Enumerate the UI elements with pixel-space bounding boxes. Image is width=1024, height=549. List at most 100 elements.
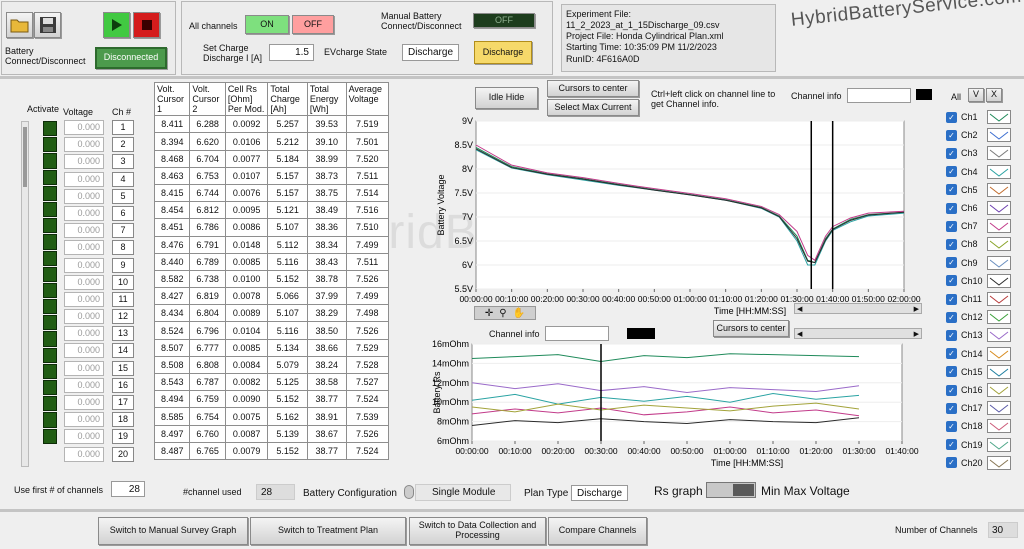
- checkbox-icon[interactable]: ✓: [946, 184, 957, 196]
- legend-item[interactable]: ✓ Ch8: [946, 235, 1024, 253]
- set-charge-input[interactable]: 1.5: [269, 44, 314, 61]
- graph-toggle-switch[interactable]: [706, 482, 756, 498]
- legend-item[interactable]: ✓ Ch1: [946, 108, 1024, 126]
- activate-toggle[interactable]: [43, 234, 57, 250]
- channel-list-scrollbar[interactable]: [21, 121, 29, 467]
- checkbox-icon[interactable]: ✓: [946, 384, 957, 396]
- pan-icon[interactable]: ✋: [512, 307, 526, 319]
- legend-item[interactable]: ✓ Ch12: [946, 308, 1024, 326]
- checkbox-icon[interactable]: ✓: [946, 457, 957, 469]
- on-button[interactable]: ON: [245, 15, 289, 34]
- checkbox-icon[interactable]: ✓: [946, 402, 957, 414]
- checkbox-icon[interactable]: ✓: [946, 439, 957, 451]
- treatment-plan-button[interactable]: Switch to Treatment Plan: [250, 517, 406, 545]
- idle-hide-button[interactable]: Idle Hide: [475, 87, 538, 109]
- legend-item[interactable]: ✓ Ch18: [946, 417, 1024, 435]
- use-first-input[interactable]: 28: [111, 481, 145, 497]
- activate-toggle[interactable]: [43, 412, 57, 428]
- scroll-right-icon[interactable]: ▶: [913, 305, 919, 313]
- off-button[interactable]: OFF: [292, 15, 334, 34]
- checkbox-icon[interactable]: ✓: [946, 293, 957, 305]
- legend-item[interactable]: ✓ Ch6: [946, 199, 1024, 217]
- legend-item[interactable]: ✓ Ch5: [946, 181, 1024, 199]
- checkbox-icon[interactable]: ✓: [946, 111, 957, 123]
- activate-toggle[interactable]: [43, 347, 57, 363]
- checkbox-icon[interactable]: ✓: [946, 257, 957, 269]
- voltage-chart-tools[interactable]: ✛ ⚲ ✋: [474, 306, 536, 320]
- cursors-to-center2-button[interactable]: Cursors to center: [713, 320, 789, 337]
- activate-toggle[interactable]: [43, 396, 57, 412]
- stop-button[interactable]: [133, 12, 160, 38]
- activate-toggle[interactable]: [43, 185, 57, 201]
- open-file-button[interactable]: [6, 12, 33, 38]
- run-button[interactable]: [103, 12, 130, 38]
- voltage-chart-scrollbar[interactable]: ◀ ▶: [794, 303, 922, 314]
- select-all-button[interactable]: V: [968, 88, 984, 102]
- battery-config-ring-icon[interactable]: [404, 485, 414, 499]
- data-collection-button[interactable]: Switch to Data Collection and Processing: [409, 517, 546, 545]
- zoom-icon[interactable]: ⚲: [499, 307, 507, 319]
- activate-toggle[interactable]: [43, 218, 57, 234]
- toggle-knob[interactable]: [733, 484, 754, 496]
- checkbox-icon[interactable]: ✓: [946, 420, 957, 432]
- checkbox-icon[interactable]: ✓: [946, 311, 957, 323]
- legend-item[interactable]: ✓ Ch14: [946, 345, 1024, 363]
- battery-rs-chart[interactable]: 16mOhm 14mOhm 12mOhm 10mOhm 8mOhm 6mOhm00:00:…: [414, 338, 934, 476]
- checkbox-icon[interactable]: ✓: [946, 166, 957, 178]
- legend-item[interactable]: ✓ Ch17: [946, 399, 1024, 417]
- activate-toggle[interactable]: [43, 299, 57, 315]
- legend-item[interactable]: ✓ Ch13: [946, 326, 1024, 344]
- activate-toggle[interactable]: [43, 169, 57, 185]
- activate-toggle[interactable]: [43, 137, 57, 153]
- rs-chart-scrollbar[interactable]: ◀ ▶: [794, 328, 922, 339]
- checkbox-icon[interactable]: ✓: [946, 348, 957, 360]
- checkbox-icon[interactable]: ✓: [946, 366, 957, 378]
- activate-toggle[interactable]: [43, 315, 57, 331]
- checkbox-icon[interactable]: ✓: [946, 238, 957, 250]
- activate-toggle[interactable]: [43, 282, 57, 299]
- activate-toggle[interactable]: [43, 331, 57, 347]
- legend-item[interactable]: ✓ Ch4: [946, 163, 1024, 181]
- select-max-current-button[interactable]: Select Max Current: [547, 99, 639, 116]
- activate-toggle[interactable]: [43, 266, 57, 282]
- activate-toggle[interactable]: [43, 153, 57, 169]
- checkbox-icon[interactable]: ✓: [946, 220, 957, 232]
- battery-config-select[interactable]: Single Module: [415, 484, 511, 501]
- activate-toggle[interactable]: [43, 201, 57, 218]
- legend-item[interactable]: ✓ Ch10: [946, 272, 1024, 290]
- manual-survey-graph-button[interactable]: Switch to Manual Survey Graph: [98, 517, 248, 545]
- save-button[interactable]: [34, 12, 61, 38]
- discharge-button[interactable]: Discharge: [474, 41, 532, 64]
- cursors-to-center-button[interactable]: Cursors to center: [547, 80, 639, 97]
- scrollbar-thumb[interactable]: [23, 127, 27, 187]
- activate-toggle[interactable]: [43, 121, 57, 137]
- legend-item[interactable]: ✓ Ch9: [946, 254, 1024, 272]
- activate-toggle[interactable]: [43, 380, 57, 396]
- legend-item[interactable]: ✓ Ch3: [946, 144, 1024, 162]
- scroll-left-icon[interactable]: ◀: [797, 305, 803, 313]
- legend-item[interactable]: ✓ Ch11: [946, 290, 1024, 308]
- compare-channels-button[interactable]: Compare Channels: [548, 517, 647, 545]
- activate-toggle[interactable]: [43, 428, 57, 444]
- legend-item[interactable]: ✓ Ch2: [946, 126, 1024, 144]
- crosshair-icon[interactable]: ✛: [484, 307, 494, 319]
- legend-item[interactable]: ✓ Ch7: [946, 217, 1024, 235]
- disconnected-button[interactable]: Disconnected: [95, 47, 167, 69]
- manual-off-button[interactable]: OFF: [473, 13, 535, 28]
- table-cell: 7.526: [345, 424, 390, 443]
- checkbox-icon[interactable]: ✓: [946, 202, 957, 214]
- checkbox-icon[interactable]: ✓: [946, 329, 957, 341]
- checkbox-icon[interactable]: ✓: [946, 275, 957, 287]
- legend-item[interactable]: ✓ Ch16: [946, 381, 1024, 399]
- scroll-right2-icon[interactable]: ▶: [913, 330, 919, 338]
- checkbox-icon[interactable]: ✓: [946, 147, 957, 159]
- activate-toggle[interactable]: [43, 250, 57, 266]
- legend-item[interactable]: ✓ Ch15: [946, 363, 1024, 381]
- scroll-left2-icon[interactable]: ◀: [797, 330, 803, 338]
- legend-item[interactable]: ✓ Ch20: [946, 454, 1024, 472]
- clear-all-button[interactable]: X: [986, 88, 1002, 102]
- legend-item[interactable]: ✓ Ch19: [946, 436, 1024, 454]
- checkbox-icon[interactable]: ✓: [946, 129, 957, 141]
- activate-toggle[interactable]: [43, 363, 57, 379]
